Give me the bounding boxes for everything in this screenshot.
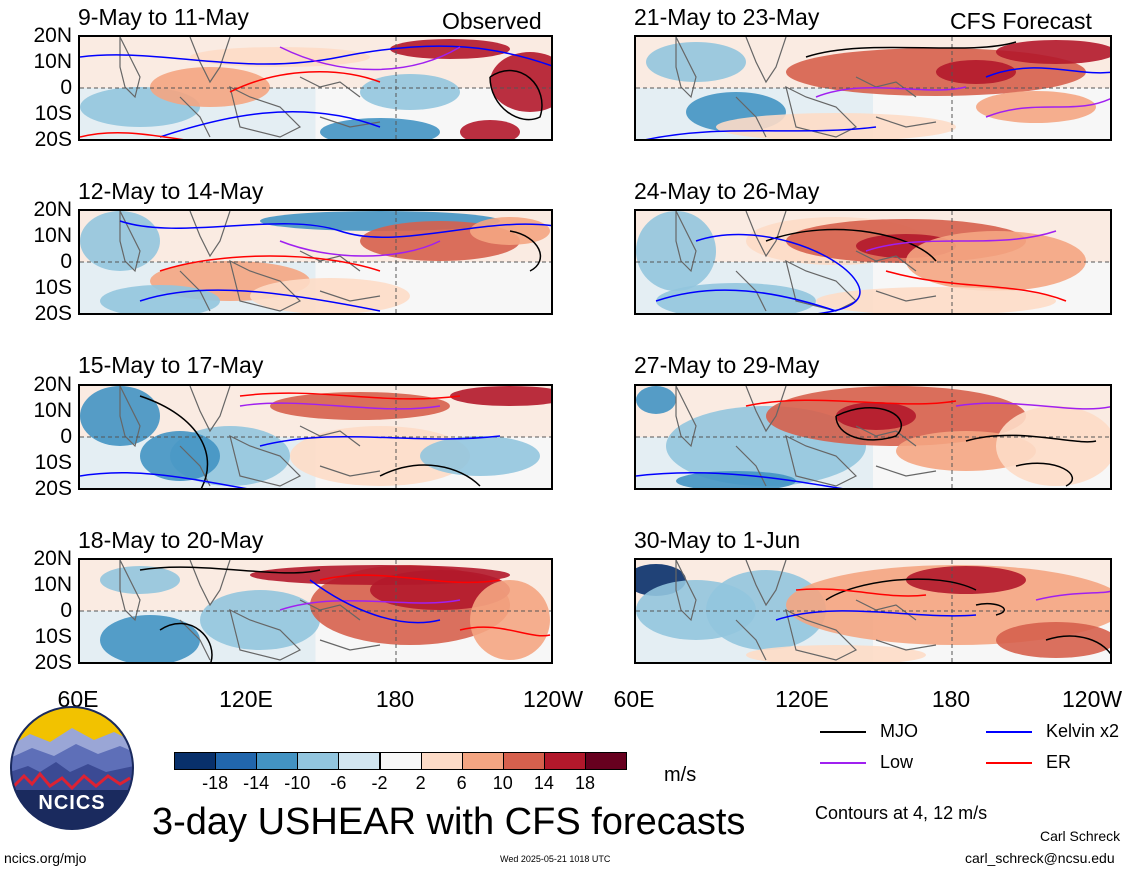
y-tick-label: 20S: [34, 651, 72, 674]
colorbar-swatch: [420, 752, 463, 770]
y-tick-label: 20S: [34, 128, 72, 151]
x-tick-label: 120E: [775, 686, 829, 712]
legend-label-low: Low: [880, 752, 914, 772]
timestamp: Wed 2025-05-21 1018 UTC: [500, 854, 611, 864]
map-panel: [78, 558, 553, 664]
x-tick-label: 180: [931, 686, 971, 712]
colorbar-swatch: [256, 752, 299, 770]
colorbar-label: -2: [371, 773, 388, 793]
y-tick-label: 0: [60, 425, 72, 448]
y-tick-label: 10N: [33, 573, 72, 596]
colorbar-swatch: [297, 752, 340, 770]
y-tick-label: 10S: [34, 102, 72, 125]
legend-label-kelvin: Kelvin x2: [1046, 721, 1120, 741]
colorbar-label: -18: [202, 773, 229, 793]
y-tick-label: 20N: [33, 198, 72, 221]
y-tick-label: 20N: [33, 547, 72, 570]
colorbar-swatch: [174, 752, 217, 770]
colorbar-label: -14: [243, 773, 270, 793]
colorbar-label: 6: [456, 773, 467, 793]
chart-title: 3-day USHEAR with CFS forecasts: [152, 801, 746, 843]
y-tick-label: 10S: [34, 625, 72, 648]
panel-title: 27-May to 29-May: [634, 352, 820, 378]
colorbar-label: 2: [415, 773, 426, 793]
panel-tag-forecast: CFS Forecast: [950, 8, 1092, 34]
source-url: ncics.org/mjo: [4, 850, 87, 866]
y-tick-label: 0: [60, 250, 72, 273]
map-panel: [634, 35, 1112, 141]
ncics-logo: NCICS: [10, 706, 134, 830]
colorbar-swatch: [543, 752, 586, 770]
map-panel: [78, 384, 553, 490]
contour-note: Contours at 4, 12 m/s: [815, 803, 988, 823]
colorbar-swatch: [215, 752, 258, 770]
legend-line-er: [986, 762, 1032, 764]
colorbar-label: 14: [533, 773, 554, 793]
colorbar-swatch: [585, 752, 628, 770]
panel-tag-observed: Observed: [442, 8, 542, 34]
y-tick-label: 10N: [33, 50, 72, 73]
legend-line-low: [820, 762, 866, 764]
colorbar-label: 18: [574, 773, 596, 793]
y-tick-label: 10N: [33, 399, 72, 422]
y-tick-label: 20N: [33, 24, 72, 47]
colorbar-swatch: [502, 752, 545, 770]
panel-title: 18-May to 20-May: [78, 527, 264, 553]
y-tick-label: 10N: [33, 224, 72, 247]
panel-title: 24-May to 26-May: [634, 178, 820, 204]
legend-label-mjo: MJO: [880, 721, 918, 741]
y-tick-label: 0: [60, 76, 72, 99]
map-panel: [634, 384, 1112, 490]
legend-line-mjo: [820, 731, 866, 733]
panel-title: 21-May to 23-May: [634, 4, 820, 30]
map-panel: [634, 209, 1112, 315]
panel-title: 12-May to 14-May: [78, 178, 264, 204]
panel-title: 9-May to 11-May: [78, 4, 249, 30]
y-tick-label: 20N: [33, 373, 72, 396]
colorbar-swatch: [461, 752, 504, 770]
legend-line-kelvin: [986, 731, 1032, 733]
panel-title: 15-May to 17-May: [78, 352, 264, 378]
map-panel: [78, 209, 553, 315]
colorbar-swatch: [379, 752, 422, 770]
legend-label-er: ER: [1046, 752, 1072, 772]
x-tick-label: 120E: [219, 686, 273, 712]
author: Carl Schreck: [1040, 828, 1121, 844]
y-tick-label: 10S: [34, 451, 72, 474]
x-tick-label: 120W: [1062, 686, 1123, 712]
x-tick-label: 120W: [522, 686, 584, 712]
y-tick-label: 0: [60, 599, 72, 622]
author-email: carl_schreck@ncsu.edu: [965, 850, 1115, 866]
colorbar-label: 10: [492, 773, 513, 793]
units-label: m/s: [664, 764, 697, 786]
colorbar-swatch: [338, 752, 381, 770]
logo-text: NCICS: [38, 792, 106, 814]
panel-title: 30-May to 1-Jun: [634, 527, 801, 553]
y-tick-label: 20S: [34, 477, 72, 500]
colorbar-label: -10: [284, 773, 311, 793]
x-tick-label: 180: [375, 686, 415, 712]
y-tick-label: 20S: [34, 302, 72, 325]
x-tick-label: 60E: [613, 686, 655, 712]
colorbar-label: -6: [330, 773, 347, 793]
map-panel: [634, 558, 1112, 664]
map-panel: [78, 35, 553, 141]
y-tick-label: 10S: [34, 276, 72, 299]
